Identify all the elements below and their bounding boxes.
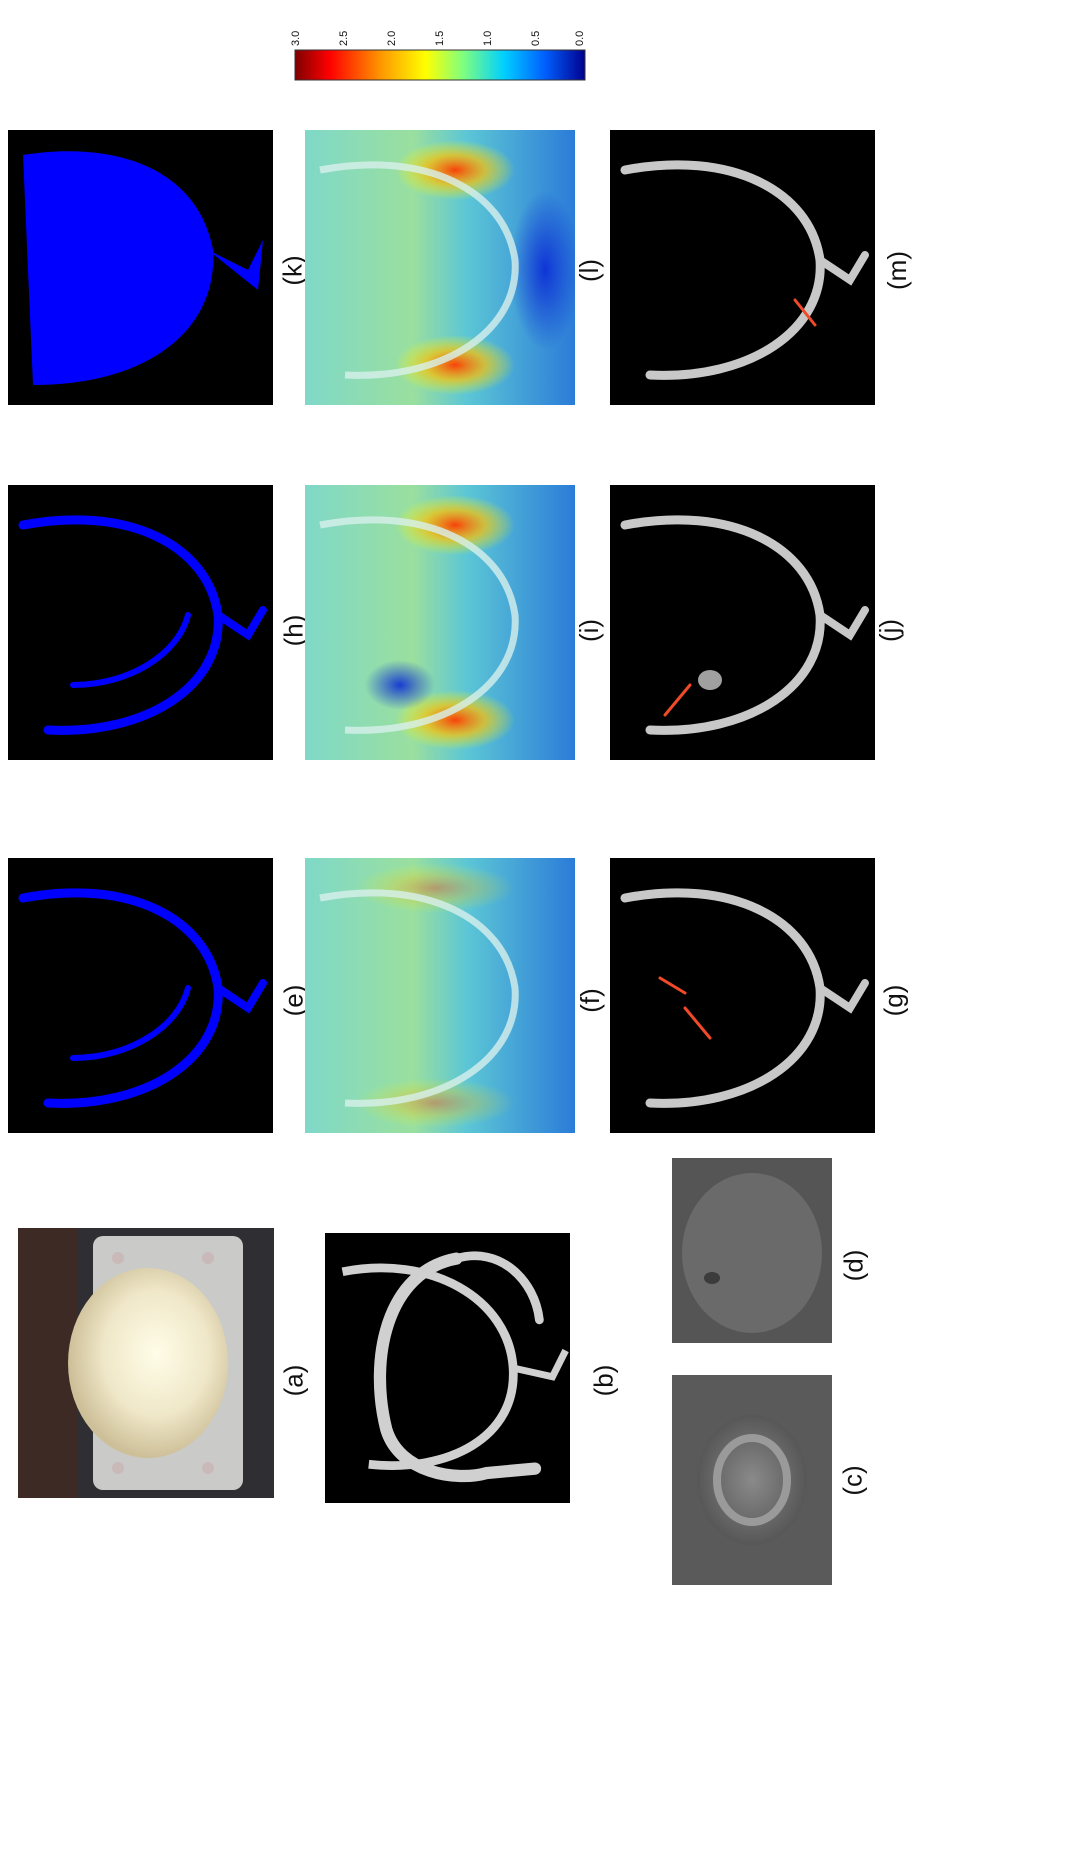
panel-label-d: (d) <box>838 1249 869 1282</box>
panel-b-mri <box>325 1233 570 1503</box>
panel-label-b: (b) <box>588 1364 619 1397</box>
colorbar-tick: 3.0 <box>290 31 302 46</box>
panel-label-i: (i) <box>574 618 605 643</box>
panel-l-heatmap <box>305 130 575 405</box>
arrow-icon <box>683 1006 712 1040</box>
panel-label-a: (a) <box>278 1364 309 1397</box>
colorbar-tick: 1.5 <box>434 31 446 46</box>
panel-m-mri <box>610 130 875 405</box>
panel-g-mri <box>610 858 875 1133</box>
panel-label-l: (l) <box>574 258 605 283</box>
panel-d-closeup <box>672 1158 832 1343</box>
colorbar-tick: 0.0 <box>574 31 586 46</box>
panel-e-segmentation <box>8 858 273 1133</box>
panel-label-k: (k) <box>277 255 308 286</box>
panel-label-f: (f) <box>574 988 605 1013</box>
colorbar: 3.0 2.5 2.0 1.5 1.0 0.5 0.0 <box>285 20 590 85</box>
colorbar-tick: 2.5 <box>338 31 350 46</box>
panel-j-mri <box>610 485 875 760</box>
colorbar-tick: 0.5 <box>530 31 542 46</box>
panel-c-closeup <box>672 1375 832 1585</box>
panel-k-segmentation <box>8 130 273 405</box>
arrow-icon <box>793 298 817 327</box>
panel-label-c: (c) <box>837 1465 868 1496</box>
panel-label-m: (m) <box>881 251 912 290</box>
colorbar-tick: 1.0 <box>482 31 494 46</box>
panel-label-j: (j) <box>874 618 905 643</box>
colorbar-tick: 2.0 <box>386 31 398 46</box>
panel-h-segmentation <box>8 485 273 760</box>
panel-label-g: (g) <box>878 984 909 1017</box>
panel-i-heatmap <box>305 485 575 760</box>
arrow-icon <box>663 683 692 717</box>
panel-a-photo <box>18 1228 274 1498</box>
panel-f-heatmap <box>305 858 575 1133</box>
